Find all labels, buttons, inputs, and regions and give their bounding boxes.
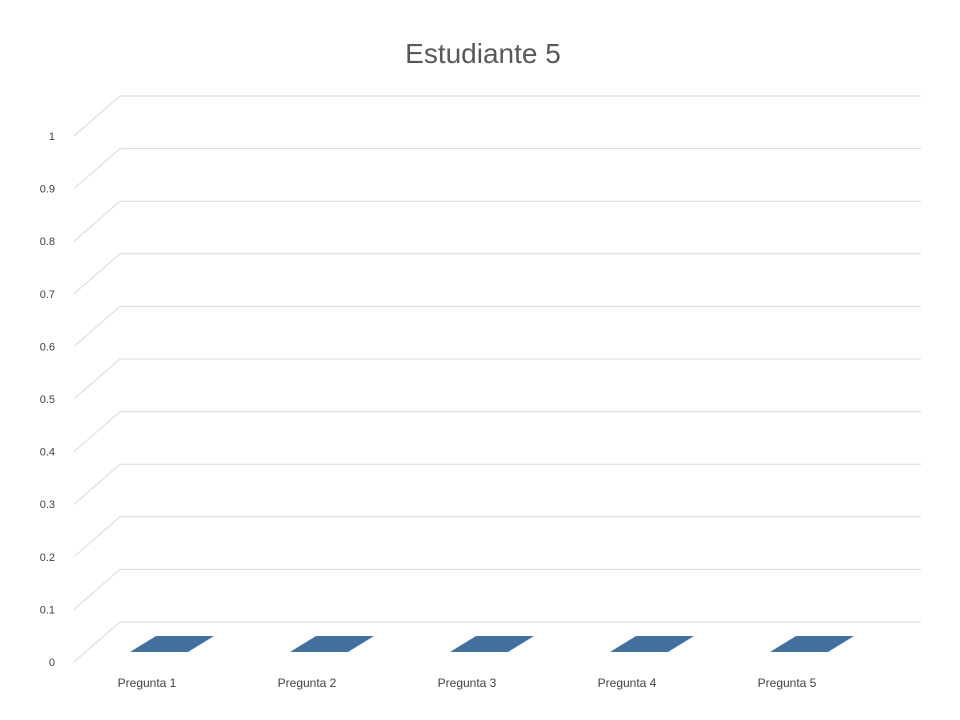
gridline-side bbox=[73, 306, 121, 347]
y-tick-label: 0.7 bbox=[40, 289, 55, 301]
y-tick-label: 0.6 bbox=[40, 341, 55, 353]
bar-top bbox=[450, 636, 534, 652]
gridline-side bbox=[73, 621, 121, 663]
bar bbox=[770, 636, 854, 652]
gridline-side bbox=[73, 253, 121, 295]
gridline bbox=[73, 200, 921, 242]
gridline bbox=[73, 621, 921, 663]
bar-top bbox=[610, 636, 694, 652]
x-axis-ticks: Pregunta 1 Pregunta 2 Pregunta 3 Pregunta 4… bbox=[118, 676, 817, 690]
bar bbox=[610, 636, 694, 652]
y-tick-label: 0.9 bbox=[40, 184, 55, 196]
y-tick-label: 0.2 bbox=[40, 552, 55, 564]
y-tick-label: 0.4 bbox=[40, 447, 55, 459]
x-tick-label: Pregunta 4 bbox=[598, 676, 657, 690]
bar bbox=[290, 636, 374, 652]
gridline bbox=[73, 463, 921, 505]
bar bbox=[450, 636, 534, 652]
gridline-side bbox=[73, 516, 121, 558]
chart-title: Estudiante 5 bbox=[405, 38, 561, 69]
gridline-side bbox=[73, 569, 121, 610]
gridline bbox=[73, 95, 921, 137]
gridline-side bbox=[73, 358, 121, 400]
bar-top bbox=[770, 636, 854, 652]
gridline bbox=[73, 516, 921, 558]
y-tick-label: 0 bbox=[49, 657, 55, 669]
gridline bbox=[73, 253, 921, 295]
gridline-side bbox=[73, 95, 121, 137]
gridlines bbox=[73, 95, 921, 663]
bar-top bbox=[290, 636, 374, 652]
gridline bbox=[73, 411, 921, 452]
gridline bbox=[73, 305, 921, 347]
x-tick-label: Pregunta 5 bbox=[758, 676, 817, 690]
x-tick-label: Pregunta 2 bbox=[278, 676, 337, 690]
gridline-side bbox=[73, 200, 121, 242]
y-tick-label: 0.5 bbox=[40, 394, 55, 406]
y-axis-ticks: 0 0.1 0.2 0.3 0.4 0.5 0.6 0.7 0.8 0.9 1 bbox=[40, 131, 55, 669]
gridline-side bbox=[73, 411, 121, 452]
bar-top bbox=[130, 636, 214, 652]
bars bbox=[130, 636, 854, 652]
y-tick-label: 0.8 bbox=[40, 236, 55, 248]
gridline-side bbox=[73, 148, 121, 189]
y-tick-label: 0.1 bbox=[40, 604, 55, 616]
y-tick-label: 0.3 bbox=[40, 499, 55, 511]
y-tick-label: 1 bbox=[49, 131, 55, 143]
x-tick-label: Pregunta 3 bbox=[438, 676, 497, 690]
gridline bbox=[73, 358, 921, 400]
gridline bbox=[73, 148, 921, 189]
x-tick-label: Pregunta 1 bbox=[118, 676, 177, 690]
gridline bbox=[73, 568, 921, 610]
bar bbox=[130, 636, 214, 652]
gridline-side bbox=[73, 463, 121, 505]
